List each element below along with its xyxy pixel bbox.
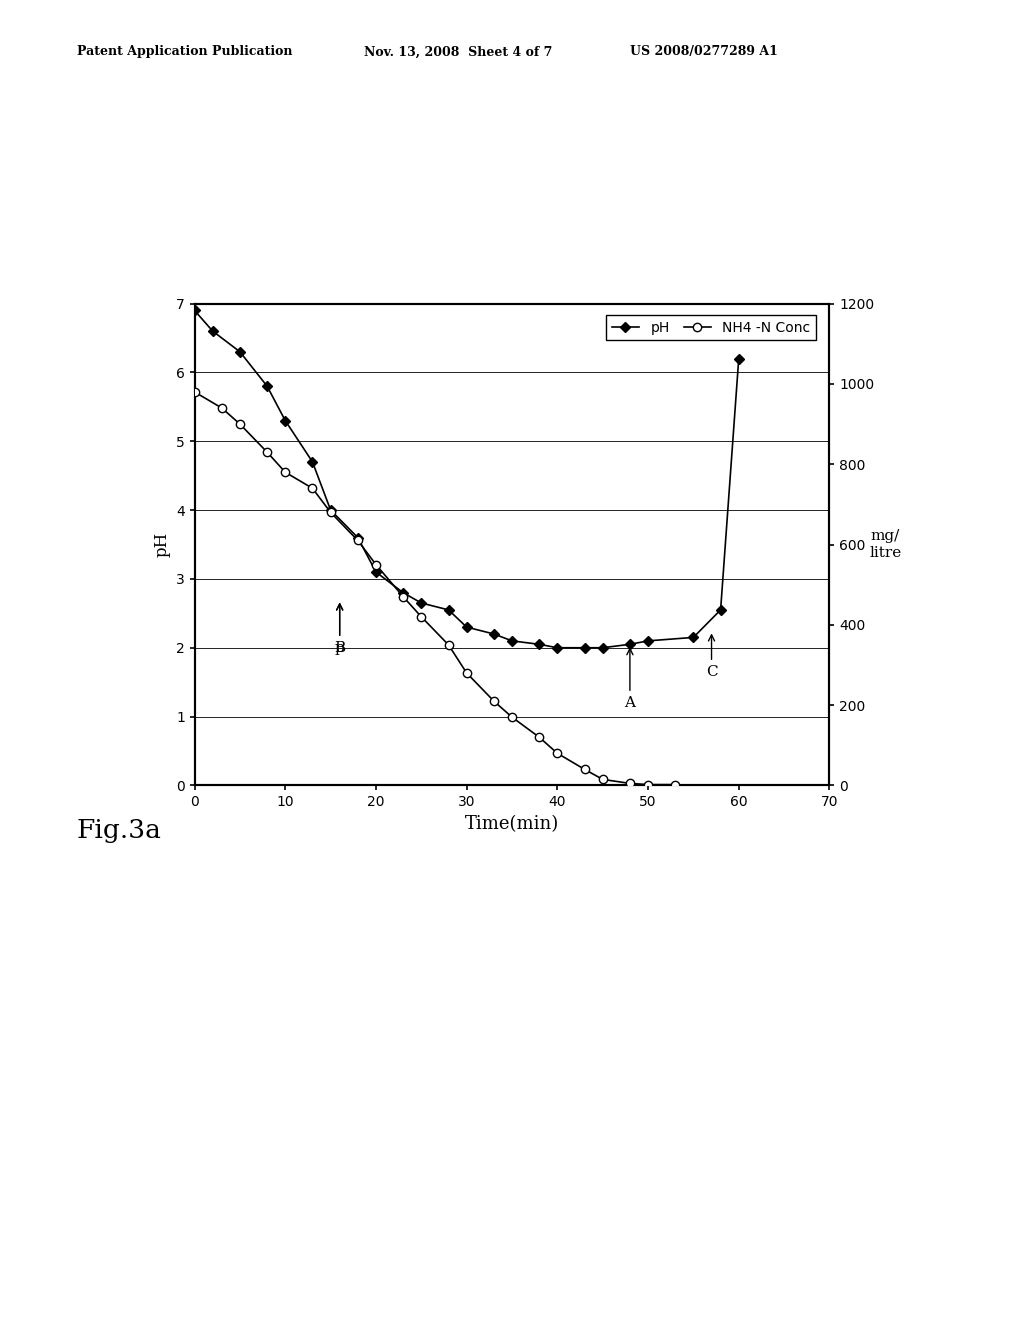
NH4 -N Conc	[534, 729, 546, 744]
NH4 -N Conc	[325, 504, 337, 520]
NH4 -N Conc	[397, 589, 410, 605]
pH	[687, 630, 699, 645]
NH4 -N Conc	[487, 693, 500, 709]
pH	[715, 602, 727, 618]
NH4 -N Conc	[261, 445, 273, 461]
Text: B: B	[334, 603, 345, 655]
pH	[732, 351, 744, 367]
pH	[487, 626, 500, 642]
pH	[306, 454, 318, 470]
NH4 -N Conc	[233, 416, 246, 432]
Line: NH4 -N Conc: NH4 -N Conc	[190, 388, 679, 789]
Line: pH: pH	[191, 308, 742, 651]
NH4 -N Conc	[669, 776, 681, 792]
pH	[461, 619, 473, 635]
Text: C: C	[706, 635, 718, 678]
NH4 -N Conc	[579, 762, 591, 777]
pH	[506, 634, 518, 649]
NH4 -N Conc	[551, 746, 563, 762]
pH	[534, 636, 546, 652]
Text: A: A	[625, 648, 636, 710]
pH	[280, 413, 292, 429]
NH4 -N Conc	[280, 465, 292, 480]
Text: p: p	[335, 603, 344, 655]
pH	[624, 636, 636, 652]
NH4 -N Conc	[597, 771, 609, 787]
pH	[442, 602, 455, 618]
Y-axis label: mg/
litre: mg/ litre	[869, 529, 901, 560]
pH	[597, 640, 609, 656]
pH	[397, 585, 410, 601]
Text: Patent Application Publication: Patent Application Publication	[77, 45, 292, 58]
NH4 -N Conc	[351, 532, 364, 548]
NH4 -N Conc	[624, 775, 636, 791]
NH4 -N Conc	[442, 638, 455, 653]
NH4 -N Conc	[370, 557, 382, 573]
NH4 -N Conc	[506, 709, 518, 725]
NH4 -N Conc	[461, 665, 473, 681]
pH	[551, 640, 563, 656]
pH	[261, 379, 273, 395]
NH4 -N Conc	[642, 776, 654, 792]
pH	[325, 502, 337, 517]
Legend: pH, NH4 -N Conc: pH, NH4 -N Conc	[606, 315, 816, 341]
Text: Fig.3a: Fig.3a	[77, 818, 162, 843]
pH	[188, 302, 201, 318]
NH4 -N Conc	[306, 480, 318, 496]
pH	[642, 634, 654, 649]
X-axis label: Time(min): Time(min)	[465, 814, 559, 833]
pH	[579, 640, 591, 656]
NH4 -N Conc	[415, 609, 427, 624]
pH	[351, 529, 364, 545]
NH4 -N Conc	[188, 384, 201, 400]
Y-axis label: pH: pH	[154, 532, 170, 557]
Text: US 2008/0277289 A1: US 2008/0277289 A1	[630, 45, 777, 58]
pH	[207, 323, 219, 339]
pH	[233, 343, 246, 359]
pH	[370, 564, 382, 579]
NH4 -N Conc	[216, 400, 228, 416]
Text: Nov. 13, 2008  Sheet 4 of 7: Nov. 13, 2008 Sheet 4 of 7	[364, 45, 552, 58]
pH	[415, 595, 427, 611]
